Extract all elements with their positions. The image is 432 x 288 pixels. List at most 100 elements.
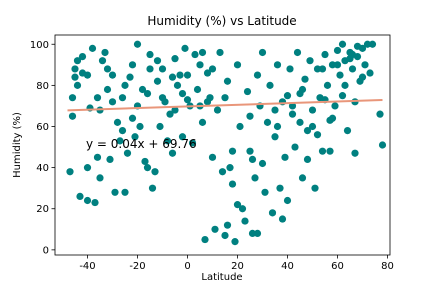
point: [318, 65, 327, 73]
point: [96, 174, 104, 182]
point: [233, 201, 242, 209]
point: [281, 153, 289, 161]
point: [338, 40, 347, 48]
point: [303, 155, 312, 163]
point: [221, 231, 229, 240]
point: [116, 137, 124, 145]
point: [106, 155, 114, 163]
point: [348, 65, 357, 73]
point: [108, 71, 117, 79]
point: [308, 122, 317, 131]
point: [108, 98, 117, 106]
point: [203, 98, 212, 106]
point: [181, 44, 189, 52]
point: [198, 118, 207, 126]
plot-frame: [54, 34, 391, 256]
point: [93, 94, 102, 102]
point: [331, 102, 339, 110]
point: [131, 133, 139, 141]
y-tick-label: 80: [36, 81, 49, 92]
point: [253, 229, 262, 238]
point: [231, 238, 239, 246]
point: [238, 205, 247, 213]
point: [348, 50, 357, 59]
y-tick-label: 20: [36, 204, 49, 215]
point: [273, 122, 282, 131]
point: [241, 217, 249, 225]
x-tick-label: 80: [381, 261, 394, 272]
point: [183, 71, 192, 79]
point: [93, 153, 102, 161]
point: [296, 118, 304, 126]
point: [248, 229, 257, 238]
point: [166, 110, 174, 118]
point: [246, 147, 254, 155]
point: [301, 75, 309, 83]
y-tick-label: 0: [43, 245, 49, 256]
point: [221, 94, 229, 102]
point: [376, 110, 384, 118]
point: [68, 112, 77, 120]
point: [153, 77, 162, 85]
annotation: y = 0.04x + 69.76: [86, 137, 197, 151]
point: [283, 196, 292, 205]
point: [353, 42, 362, 50]
point: [213, 106, 222, 114]
x-tick-label: 60: [331, 261, 344, 272]
point: [66, 168, 74, 176]
point: [378, 141, 387, 149]
point: [153, 57, 162, 65]
point: [178, 89, 187, 98]
point: [98, 57, 107, 65]
point: [228, 180, 237, 188]
point: [143, 89, 152, 98]
point: [111, 188, 119, 196]
point: [266, 81, 274, 89]
point: [136, 122, 144, 131]
point: [183, 96, 192, 104]
point: [103, 85, 112, 94]
point: [341, 81, 349, 89]
x-tick-label: 40: [281, 261, 294, 272]
point: [196, 61, 204, 69]
point: [271, 106, 279, 114]
point: [318, 147, 327, 155]
point: [326, 147, 334, 155]
point: [298, 85, 307, 94]
point: [223, 77, 232, 85]
point: [158, 65, 167, 73]
point: [366, 69, 374, 77]
x-tick-label: 20: [231, 261, 244, 272]
point: [193, 85, 202, 94]
point: [151, 168, 159, 176]
point: [191, 50, 199, 59]
point: [368, 40, 377, 48]
point: [338, 92, 347, 100]
point: [113, 118, 122, 126]
point: [263, 118, 272, 126]
point: [321, 50, 329, 59]
point: [88, 44, 97, 52]
point: [83, 71, 92, 79]
point: [283, 92, 292, 100]
point: [71, 65, 79, 73]
point: [218, 168, 227, 176]
point: [243, 87, 252, 96]
point: [208, 153, 217, 161]
point: [118, 127, 127, 135]
point: [313, 131, 322, 139]
y-tick-label: 40: [36, 163, 49, 174]
y-axis-label: Humidity (%): [12, 112, 23, 178]
point: [291, 143, 299, 151]
point: [253, 71, 262, 79]
chart-title: Humidity (%) vs Latitude: [147, 14, 296, 28]
point: [68, 94, 77, 102]
point: [226, 164, 234, 172]
point: [176, 71, 184, 79]
point: [71, 73, 79, 81]
point: [203, 69, 212, 77]
point: [141, 157, 149, 166]
point: [168, 149, 177, 157]
point: [171, 55, 179, 63]
